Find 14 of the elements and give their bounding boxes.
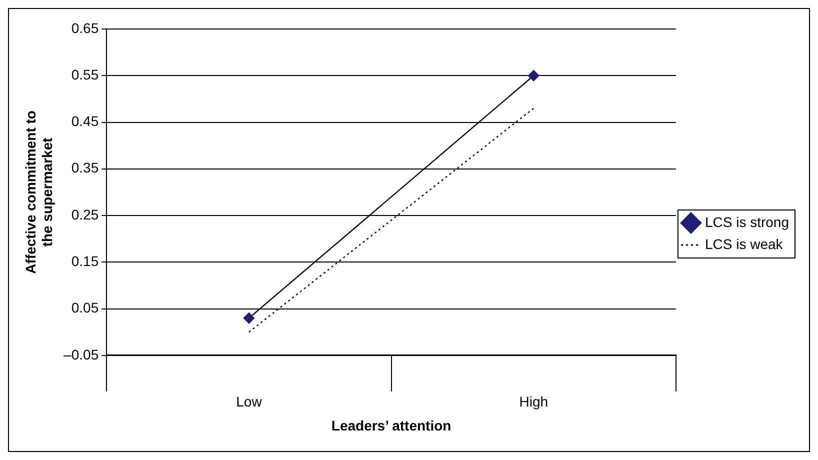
x-tick-label: High (519, 394, 548, 410)
y-tick-label: 0.05 (71, 300, 99, 316)
y-tick-label: 0.25 (71, 206, 99, 222)
y-tick-label: –0.05 (64, 346, 99, 362)
y-tick-label: 0.45 (71, 113, 99, 130)
y-tick-label: 0.65 (71, 20, 99, 36)
legend-label: LCS is strong (704, 214, 790, 230)
y-tick-label: 0.55 (71, 66, 99, 82)
y-tick-label: 0.15 (71, 253, 99, 269)
x-axis-title: Leaders’ attention (331, 417, 452, 434)
y-tick-label: 0.35 (71, 160, 99, 176)
y-axis-title: Affective commitment to the supermarket (22, 110, 56, 274)
x-tick-label: Low (236, 394, 263, 410)
legend-label: LCS is weak (704, 236, 784, 252)
